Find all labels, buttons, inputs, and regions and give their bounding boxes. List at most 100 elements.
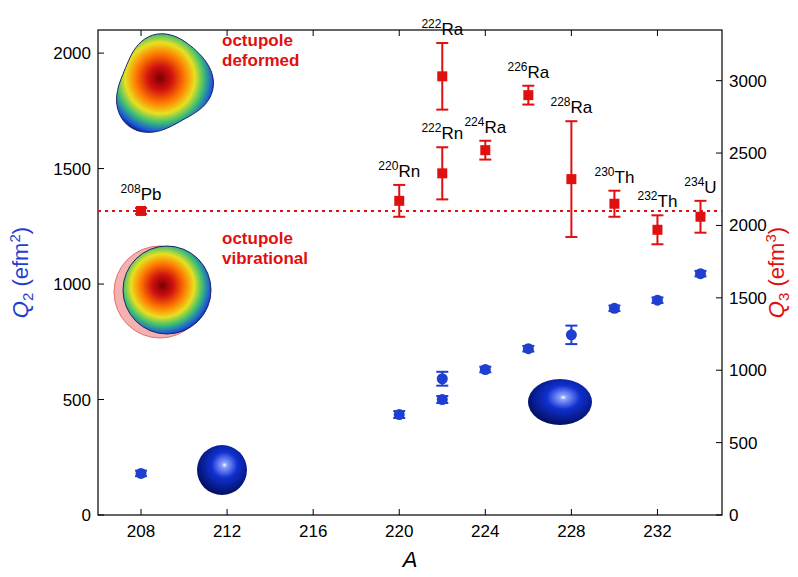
nuclide-label: 226Ra xyxy=(507,60,549,82)
element-symbol: U xyxy=(704,178,716,197)
y2-tick-label: 1000 xyxy=(729,361,767,380)
y2-tick-label: 2000 xyxy=(729,216,767,235)
error-cap xyxy=(565,120,577,122)
x-tick xyxy=(657,509,658,515)
x-tick-label: 220 xyxy=(385,522,413,541)
point xyxy=(566,329,577,340)
element-symbol: Ra xyxy=(441,20,463,39)
title-part: Q xyxy=(764,301,789,318)
error-cap xyxy=(565,236,577,238)
point xyxy=(566,174,576,184)
nuclide-label: 220Rn xyxy=(378,159,420,181)
title-part: ) xyxy=(764,227,789,234)
title-sup: 3 xyxy=(762,234,779,242)
point xyxy=(136,206,146,216)
error-bar xyxy=(436,372,448,386)
nuclide-label: 232Th xyxy=(638,189,678,211)
point xyxy=(695,212,705,222)
x-tick-label: 212 xyxy=(213,522,241,541)
error-cap xyxy=(522,104,534,106)
y2-tick xyxy=(716,80,722,81)
y-axis-title: Q2 (efm2) xyxy=(6,227,36,318)
mass-number: 234 xyxy=(684,175,704,189)
x-tick xyxy=(141,509,142,515)
error-cap xyxy=(651,243,663,245)
nuclide-label: 222Ra xyxy=(421,17,463,39)
point xyxy=(695,268,706,279)
point xyxy=(437,373,448,384)
error-cap xyxy=(479,159,491,161)
error-cap xyxy=(436,371,448,373)
chart: 2082122162202242282320500100015002000050… xyxy=(0,0,798,577)
nuclide-label: 230Th xyxy=(594,165,634,187)
error-bar xyxy=(522,86,534,105)
point xyxy=(609,303,620,314)
sphere-shape xyxy=(123,246,211,334)
annotation-line: deformed xyxy=(222,51,299,70)
point xyxy=(609,199,619,209)
mass-number: 226 xyxy=(507,60,527,74)
y-tick-label: 0 xyxy=(82,506,91,525)
point xyxy=(437,168,447,178)
title-sub: 3 xyxy=(775,293,792,301)
y2-tick xyxy=(716,225,722,226)
mass-number: 224 xyxy=(464,115,484,129)
x-tick xyxy=(313,30,314,36)
error-cap xyxy=(436,42,448,44)
title-sub: 2 xyxy=(19,293,36,301)
x-tick-label: 232 xyxy=(643,522,671,541)
error-cap xyxy=(393,184,405,186)
y-tick xyxy=(98,399,104,400)
error-bar xyxy=(651,215,663,244)
error-cap xyxy=(565,325,577,327)
annotation-line: octupole xyxy=(222,229,293,248)
error-bar xyxy=(565,326,577,344)
element-symbol: Rn xyxy=(398,162,420,181)
error-cap xyxy=(565,343,577,345)
y-tick-label: 2000 xyxy=(53,44,91,63)
point xyxy=(652,225,662,235)
title-sup: 2 xyxy=(6,234,23,242)
nuclide-label: 228Ra xyxy=(550,95,592,117)
title-part: Q xyxy=(8,301,33,318)
x-tick xyxy=(399,509,400,515)
error-cap xyxy=(436,109,448,111)
x-tick xyxy=(571,509,572,515)
point xyxy=(652,295,663,306)
annotation: octupoledeformed xyxy=(222,31,299,70)
error-cap xyxy=(694,200,706,202)
x-tick xyxy=(485,509,486,515)
error-cap xyxy=(436,146,448,148)
pear-shape xyxy=(117,34,214,133)
error-bar xyxy=(436,43,448,110)
annotation-line: octupole xyxy=(222,31,293,50)
error-bar xyxy=(694,201,706,233)
error-bar xyxy=(479,141,491,160)
nuclide-label: 208Pb xyxy=(121,182,162,204)
y2-tick-label: 1500 xyxy=(729,289,767,308)
element-symbol: Ra xyxy=(527,63,549,82)
mass-number: 232 xyxy=(638,189,658,203)
error-cap xyxy=(608,216,620,218)
error-cap xyxy=(393,216,405,218)
error-cap xyxy=(522,85,534,87)
point xyxy=(394,409,405,420)
x-tick xyxy=(141,30,142,36)
data-group xyxy=(98,43,722,479)
y-tick-label: 500 xyxy=(63,391,91,410)
y-tick xyxy=(98,284,104,285)
x-tick xyxy=(657,30,658,36)
y2-tick xyxy=(716,153,722,154)
title-part: (efm xyxy=(764,243,789,293)
element-symbol: Th xyxy=(658,192,678,211)
y2-tick-label: 500 xyxy=(729,434,757,453)
y2-tick-label: 0 xyxy=(729,506,738,525)
nuclide-label: 234U xyxy=(684,175,716,197)
x-tick xyxy=(485,30,486,36)
x-tick-label: 224 xyxy=(471,522,499,541)
spherical-nucleus xyxy=(197,445,247,495)
y2-tick xyxy=(716,370,722,371)
y2-tick xyxy=(716,515,722,516)
mass-number: 222 xyxy=(421,121,441,135)
element-symbol: Ra xyxy=(484,118,506,137)
